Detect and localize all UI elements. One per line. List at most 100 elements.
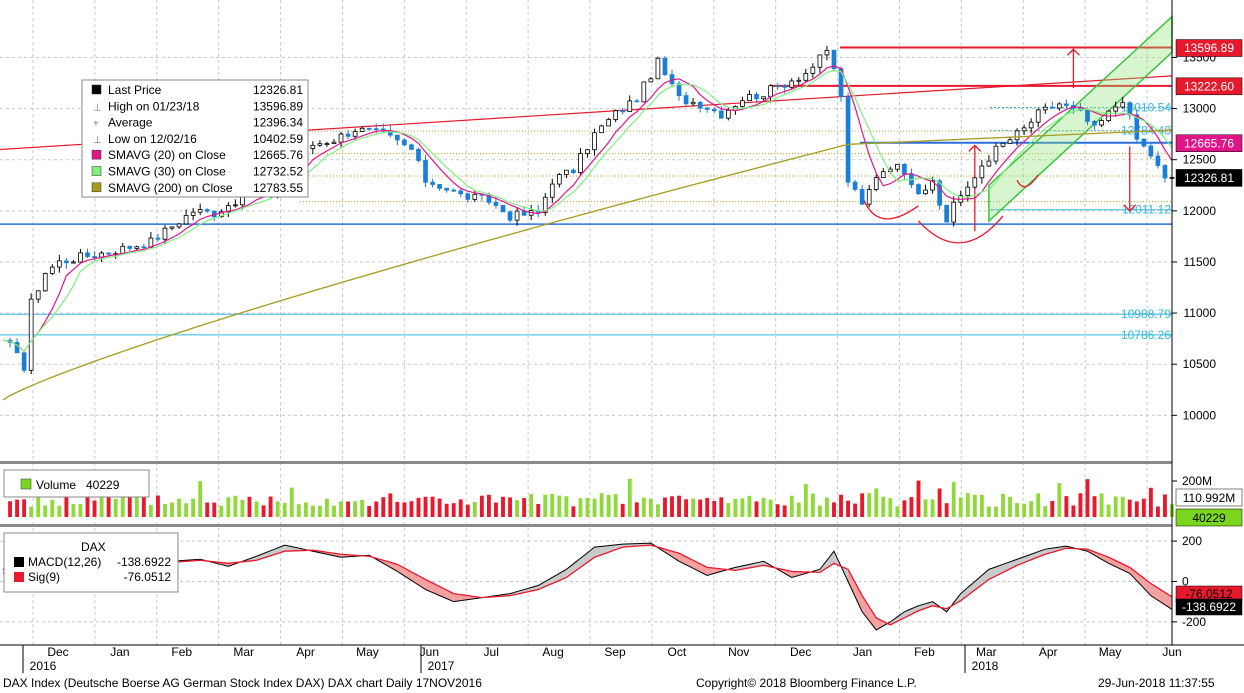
candle-body xyxy=(726,109,731,119)
volume-bar xyxy=(817,505,822,517)
volume-bar xyxy=(824,497,829,517)
x-year-label: 2017 xyxy=(428,659,455,673)
macd-legend-value: -138.6922 xyxy=(117,555,171,569)
volume-bar xyxy=(761,497,766,517)
legend-marker: ⊥ xyxy=(93,102,102,113)
volume-bar xyxy=(1134,501,1139,517)
candle-body xyxy=(42,272,48,292)
volume-bar xyxy=(127,496,132,517)
macd-fill xyxy=(291,546,299,551)
legend-value: 13596.89 xyxy=(253,99,303,113)
volume-bar xyxy=(416,497,421,517)
x-year-label: 2016 xyxy=(30,659,57,673)
volume-bar xyxy=(944,503,949,517)
macd-fill xyxy=(672,551,680,562)
candle-body xyxy=(754,94,759,100)
volume-bar xyxy=(1022,503,1027,517)
volume-bar xyxy=(85,494,90,517)
candle-body xyxy=(796,79,802,82)
candle-body xyxy=(1014,130,1020,141)
legend-swatch xyxy=(91,149,102,160)
volume-bar xyxy=(888,498,893,517)
price-tick-label: 12500 xyxy=(1183,153,1217,167)
macd-fill xyxy=(580,552,588,568)
volume-bar xyxy=(874,488,879,517)
macd-fill xyxy=(890,616,898,625)
volume-bar xyxy=(557,495,562,517)
volume-bar xyxy=(832,502,836,517)
candle-body xyxy=(880,171,886,179)
signal-line xyxy=(2,544,1173,626)
legend-marker: + xyxy=(93,119,99,130)
volume-legend-value: 40229 xyxy=(86,478,120,492)
candle-body xyxy=(951,201,957,223)
head-shoulders-arc xyxy=(861,195,919,220)
macd-fill xyxy=(608,544,616,553)
candle-body xyxy=(1120,102,1126,108)
candle-body xyxy=(127,245,133,249)
candle-body xyxy=(599,125,604,134)
target-arrow-head xyxy=(968,144,982,152)
macd-tick-label: -200 xyxy=(1182,615,1206,629)
candle-body xyxy=(944,204,949,223)
volume-bar xyxy=(261,505,266,517)
volume-bar xyxy=(303,502,308,517)
macd-legend-box xyxy=(3,532,179,593)
volume-bar xyxy=(409,501,414,517)
volume-bar xyxy=(1155,506,1160,517)
volume-bar xyxy=(282,503,287,517)
candle-body xyxy=(789,80,795,88)
volume-bar xyxy=(881,496,886,517)
volume-bar xyxy=(64,496,69,517)
volume-bar xyxy=(965,493,970,517)
volume-bar xyxy=(670,496,674,517)
legend-swatch xyxy=(91,166,102,176)
x-year-label: 2018 xyxy=(972,659,999,673)
volume-bar xyxy=(71,504,76,517)
candle-body xyxy=(155,237,161,240)
volume-bar xyxy=(155,495,160,517)
macd-fill xyxy=(453,593,461,602)
candle-body xyxy=(183,215,189,225)
candle-body xyxy=(634,100,640,103)
volume-bar xyxy=(909,497,914,517)
volume-bar xyxy=(578,498,583,517)
candle-body xyxy=(824,50,830,56)
level-label: 13010.54 xyxy=(1121,100,1171,114)
head-shoulders-arc xyxy=(1016,174,1039,188)
price-axis-tag xyxy=(1175,169,1243,187)
volume-bar xyxy=(501,496,505,517)
candle-body xyxy=(204,209,210,212)
volume-bar xyxy=(768,499,773,517)
legend-label: Last Price xyxy=(108,83,162,97)
candle-body xyxy=(1007,139,1013,144)
candle-body xyxy=(1049,106,1055,109)
volume-bar xyxy=(691,498,696,517)
volume-bar xyxy=(796,502,801,517)
volume-bar xyxy=(782,505,787,517)
volume-bar xyxy=(853,503,858,517)
volume-bar xyxy=(332,505,336,517)
footer-copyright: Copyright© 2018 Bloomberg Finance L.P. xyxy=(696,676,917,690)
panel-separator-volume xyxy=(0,461,1172,464)
candle-body xyxy=(64,260,69,264)
volume-bar xyxy=(268,496,273,517)
price-axis-tag xyxy=(1175,39,1243,57)
volume-bar xyxy=(275,501,280,517)
volume-bar xyxy=(655,504,660,517)
sma-20-line xyxy=(2,65,1173,353)
candle-body xyxy=(493,201,499,206)
legend-label: Average xyxy=(108,116,153,130)
candle-body xyxy=(218,211,224,218)
volume-bar xyxy=(916,480,921,517)
macd-fill xyxy=(1129,567,1137,581)
volume-bar xyxy=(536,504,541,517)
volume-bar xyxy=(92,500,97,517)
candle-body xyxy=(1064,103,1069,106)
candle-body xyxy=(500,204,506,213)
candle-body xyxy=(1092,121,1097,126)
volume-bar xyxy=(634,502,639,517)
volume-bar xyxy=(606,494,611,517)
volume-bar xyxy=(134,493,139,517)
